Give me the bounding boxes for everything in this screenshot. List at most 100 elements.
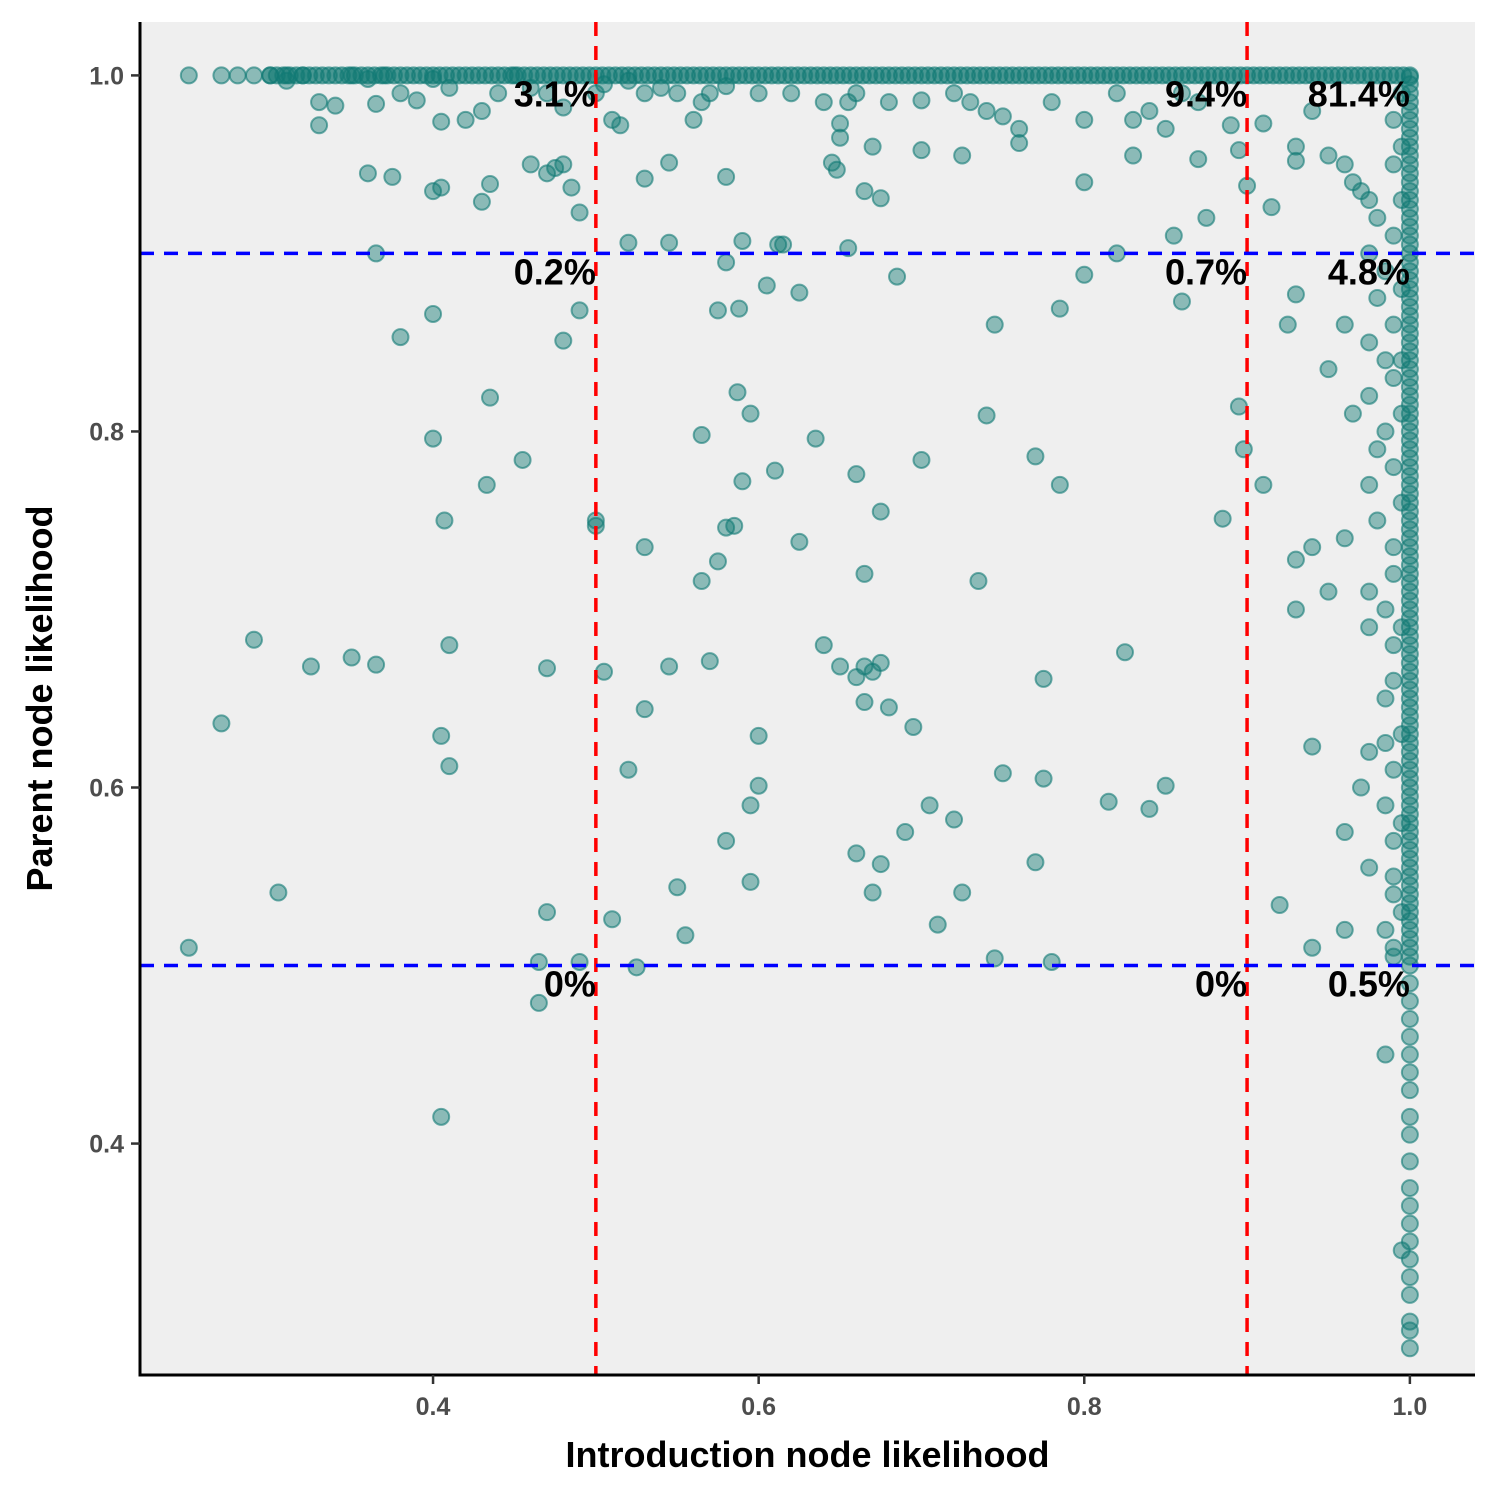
scatter-point: [1360, 618, 1379, 637]
scatter-point: [1384, 315, 1403, 334]
scatter-point: [538, 84, 557, 103]
scatter-point: [594, 75, 613, 94]
scatter-point: [432, 112, 451, 131]
scatter-point: [1140, 102, 1159, 121]
scatter-point: [782, 84, 801, 103]
scatter-point: [728, 383, 747, 402]
scatter-point: [1400, 1152, 1419, 1171]
scatter-point: [977, 406, 996, 425]
scatter-point: [1392, 404, 1411, 423]
x-tick-label: 0.4: [416, 1393, 451, 1421]
scatter-point: [668, 878, 687, 897]
scatter-point: [847, 844, 866, 863]
scatter-point: [1376, 734, 1395, 753]
scatter-point: [1400, 1081, 1419, 1100]
scatter-point: [733, 231, 752, 250]
scatter-point: [435, 511, 454, 530]
scatter-point: [481, 388, 500, 407]
scatter-point: [741, 404, 760, 423]
scatter-point: [1286, 550, 1305, 569]
scatter-point: [1376, 689, 1395, 708]
quadrant-percentage-label: 4.8%: [1328, 251, 1410, 292]
scatter-point: [1392, 84, 1411, 103]
scatter-point: [985, 949, 1004, 968]
scatter-point: [424, 304, 443, 323]
scatter-point: [1368, 511, 1387, 530]
scatter-point: [1400, 1285, 1419, 1304]
scatter-point: [1099, 792, 1118, 811]
quadrant-percentage-label: 81.4%: [1308, 73, 1410, 114]
scatter-point: [1115, 643, 1134, 662]
scatter-point: [1026, 853, 1045, 872]
scatter-point: [1335, 315, 1354, 334]
scatter-point: [1140, 799, 1159, 818]
y-tick-label: 0.6: [89, 775, 124, 803]
threshold-lines: [140, 22, 1475, 1375]
scatter-point: [1368, 208, 1387, 227]
scatter-point: [1360, 742, 1379, 761]
scatter-point: [945, 84, 964, 103]
scatter-point: [538, 903, 557, 922]
scatter-point: [293, 66, 312, 85]
scatter-point: [871, 653, 890, 672]
scatter-point: [733, 472, 752, 491]
scatter-point: [505, 66, 524, 85]
scatter-point: [1376, 422, 1395, 441]
scatter-point: [1376, 600, 1395, 619]
scatter-point: [1034, 769, 1053, 788]
scatter-point: [1234, 440, 1253, 459]
scatter-point: [717, 831, 736, 850]
scatter-point: [1319, 146, 1338, 165]
scatter-point: [244, 630, 263, 649]
scatter-point: [383, 167, 402, 186]
scatter-point: [1392, 137, 1411, 156]
scatter-point: [554, 155, 573, 174]
scatter-point: [326, 96, 345, 115]
y-tick-label: 0.4: [89, 1131, 124, 1159]
scatter-point: [717, 253, 736, 272]
scatter-point: [717, 77, 736, 96]
y-axis-title: Parent node likelihood: [19, 505, 60, 891]
axes: 0.4 0.6 0.8 1.0 0.4 0.6 0.8 1.0: [89, 22, 1475, 1421]
scatter-point: [358, 69, 377, 88]
scatter-point: [1384, 867, 1403, 886]
scatter-point: [806, 429, 825, 448]
quadrant-percentage-label: 0.7%: [1165, 251, 1247, 292]
scatter-point: [1164, 226, 1183, 245]
scatter-point: [603, 910, 622, 929]
scatter-point: [1042, 93, 1061, 112]
scatter-point: [538, 659, 557, 678]
scatter-point: [1376, 351, 1395, 370]
scatter-point: [619, 71, 638, 90]
scatter-point: [1303, 102, 1322, 121]
scatter-point: [619, 233, 638, 252]
scatter-point: [692, 572, 711, 591]
scatter-point: [1050, 475, 1069, 494]
scatter-point: [635, 84, 654, 103]
scatter-point: [847, 465, 866, 484]
scatter-point: [1213, 509, 1232, 528]
scatter-point: [1360, 333, 1379, 352]
scatter-point: [651, 78, 670, 97]
scatter-point: [1384, 369, 1403, 388]
scatter-point: [367, 94, 386, 113]
scatter-point: [1221, 116, 1240, 135]
scatter-point: [961, 93, 980, 112]
scatter-point: [1050, 299, 1069, 318]
scatter-point: [277, 71, 296, 90]
scatter-point: [855, 182, 874, 201]
scatter-point: [472, 192, 491, 211]
scatter-point: [928, 915, 947, 934]
scatter-point: [1400, 1214, 1419, 1233]
scatter-point: [627, 958, 646, 977]
scatter-point: [660, 153, 679, 172]
scatter-point: [1360, 386, 1379, 405]
scatter-point: [668, 84, 687, 103]
scatter-point: [301, 657, 320, 676]
scatter-point: [310, 93, 329, 112]
scatter-point: [708, 552, 727, 571]
scatter-point: [521, 155, 540, 174]
scatter-point: [513, 450, 532, 469]
scatter-point: [700, 652, 719, 671]
scatter-point: [1392, 903, 1411, 922]
